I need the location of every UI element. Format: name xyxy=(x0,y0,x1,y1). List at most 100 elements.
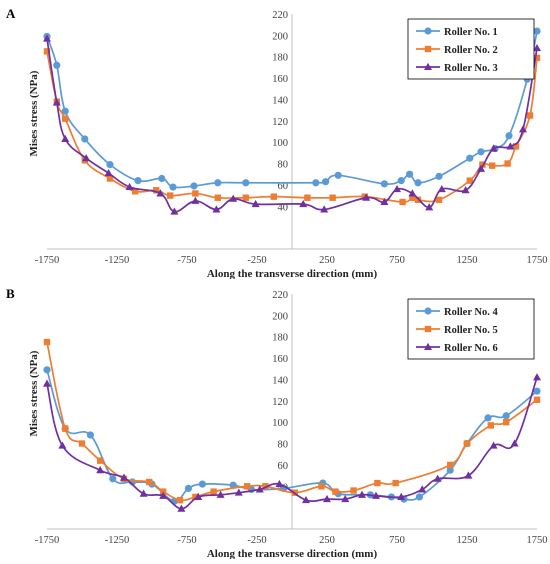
series-roller-no-2-point xyxy=(533,54,541,61)
series-roller-no-3 xyxy=(43,34,541,215)
series-roller-no-1-point xyxy=(466,154,474,162)
series-roller-no-5-point xyxy=(210,488,217,495)
series-roller-no-5-point xyxy=(78,440,86,447)
series-roller-no-2-point xyxy=(214,194,221,201)
series-roller-no-1-point xyxy=(169,183,177,191)
series-roller-no-4-point xyxy=(415,493,423,501)
y-tick-label: 160 xyxy=(272,74,288,85)
line-chart-b: 406080100120140160180200220-1750-1250-75… xyxy=(28,290,548,560)
series-roller-no-3-point xyxy=(43,34,51,42)
y-tick-label: 220 xyxy=(272,290,288,301)
series-roller-no-2-point xyxy=(153,187,160,194)
series-roller-no-6-point xyxy=(139,489,148,497)
chart-panel-b: B 406080100120140160180200220-1750-1250-… xyxy=(0,280,550,560)
x-tick-label: -1750 xyxy=(35,255,60,266)
x-tick-label: -750 xyxy=(177,535,196,546)
legend-item-2-label: Roller No. 5 xyxy=(444,325,498,336)
series-roller-no-5-point xyxy=(350,487,357,494)
series-roller-no-2-point xyxy=(399,198,406,206)
series-roller-no-6-point xyxy=(159,491,168,499)
y-tick-label: 60 xyxy=(278,461,289,472)
series-roller-no-5-point xyxy=(43,338,51,346)
series-roller-no-6-point xyxy=(216,490,225,498)
y-tick-label: 120 xyxy=(272,397,288,408)
x-tick-label: -750 xyxy=(177,255,196,266)
series-roller-no-3-point xyxy=(533,43,541,52)
series-roller-no-6-point xyxy=(234,488,243,496)
series-roller-no-5-point xyxy=(533,396,541,403)
series-roller-no-3-point xyxy=(82,154,91,162)
series-roller-no-3-point xyxy=(477,164,485,172)
series-roller-no-1-point xyxy=(435,172,443,180)
y-tick-label: 60 xyxy=(278,181,289,192)
x-tick-label: -1250 xyxy=(105,535,130,546)
series-roller-no-6-point xyxy=(489,441,498,449)
y-tick-label: 80 xyxy=(278,160,289,171)
series-roller-no-2-point xyxy=(414,196,422,204)
series-roller-no-5-point xyxy=(463,440,471,447)
series-roller-no-2-point xyxy=(512,143,520,150)
series-roller-no-2-point xyxy=(192,190,199,197)
series-roller-no-1-point xyxy=(397,177,405,185)
series-roller-no-1-point xyxy=(380,180,388,188)
y-axis-title: Mises stress (NPa) xyxy=(28,70,40,156)
y-tick-label: 100 xyxy=(272,138,288,149)
x-axis-title: Along the transverse direction (mm) xyxy=(207,548,378,559)
series-roller-no-3-point xyxy=(519,125,527,133)
x-tick-label: 1750 xyxy=(527,535,548,546)
series-roller-no-1-point xyxy=(334,171,342,179)
series-roller-no-1-point xyxy=(312,179,320,187)
series-roller-no-1-point xyxy=(61,107,69,115)
x-axis-title: Along the transverse direction (mm) xyxy=(207,268,378,279)
series-roller-no-3-point xyxy=(299,199,308,208)
series-roller-no-2-point xyxy=(489,162,496,169)
series-roller-no-3-point xyxy=(229,194,238,202)
series-roller-no-5-point xyxy=(487,422,494,429)
legend-item-1-label: Roller No. 4 xyxy=(444,307,499,318)
x-tick-label: 250 xyxy=(319,255,335,266)
series-roller-no-5-point xyxy=(503,418,510,426)
series-roller-no-2-point xyxy=(435,196,443,204)
y-axis-title: Mises stress (NPa) xyxy=(28,350,40,436)
line-chart-a: 40 60 80 100 120 140 160 180 200 220 -1750 -1250 -75… xyxy=(28,10,548,280)
legend-item-2-point xyxy=(424,325,432,333)
series-roller-no-1-point xyxy=(533,27,541,35)
y-tick-label: 140 xyxy=(272,95,288,106)
series-roller-no-5-point xyxy=(262,483,269,490)
series-roller-no-3-point xyxy=(191,196,200,204)
series-roller-no-4-point xyxy=(184,484,192,493)
series-roller-no-1-point xyxy=(158,174,166,183)
series-roller-no-3-point xyxy=(393,184,401,193)
series-roller-no-2-point xyxy=(270,193,277,200)
series-roller-no-1-point xyxy=(414,179,422,187)
series-roller-no-6-point xyxy=(177,504,186,512)
chart-panel-a: A 40 60 80 100 120 140 160 180 200 220 -1750 -1250 -… xyxy=(0,0,550,280)
series-roller-no-4-point xyxy=(533,387,541,395)
x-tick-label: -250 xyxy=(247,535,266,546)
series-roller-no-6-point xyxy=(397,492,406,500)
legend: Roller No. 1 Roller No. 2 Roller No. 3 xyxy=(407,18,535,80)
series-roller-no-5-point xyxy=(374,479,381,487)
series-roller-no-6-point xyxy=(255,485,264,493)
legend-item-3-point xyxy=(424,342,432,350)
series-roller-no-6-point xyxy=(58,441,67,449)
x-tick-label: 1750 xyxy=(527,255,548,266)
y-tick-label: 140 xyxy=(272,375,288,386)
x-tick-label: 750 xyxy=(389,255,405,266)
series-roller-no-2-point xyxy=(132,188,139,195)
y-tick-label: 40 xyxy=(278,202,289,213)
legend-item-3-label: Roller No. 3 xyxy=(444,63,498,74)
series-roller-no-5-point xyxy=(160,488,167,495)
series-roller-no-2-point xyxy=(479,161,486,168)
panel-label-b: B xyxy=(6,286,15,301)
series-roller-no-5-point xyxy=(176,496,184,504)
series-roller-no-1-point xyxy=(134,177,142,185)
x-tick-label: -1250 xyxy=(105,255,130,266)
series-roller-no-5-point xyxy=(318,483,325,490)
series-roller-no-4-point xyxy=(43,366,51,374)
legend-item-1-point xyxy=(424,307,432,315)
series-roller-no-5-point xyxy=(447,461,454,469)
series-roller-no-5-point xyxy=(332,488,339,495)
y-tick-label: 100 xyxy=(272,418,288,429)
series-roller-no-6-point xyxy=(533,373,541,381)
